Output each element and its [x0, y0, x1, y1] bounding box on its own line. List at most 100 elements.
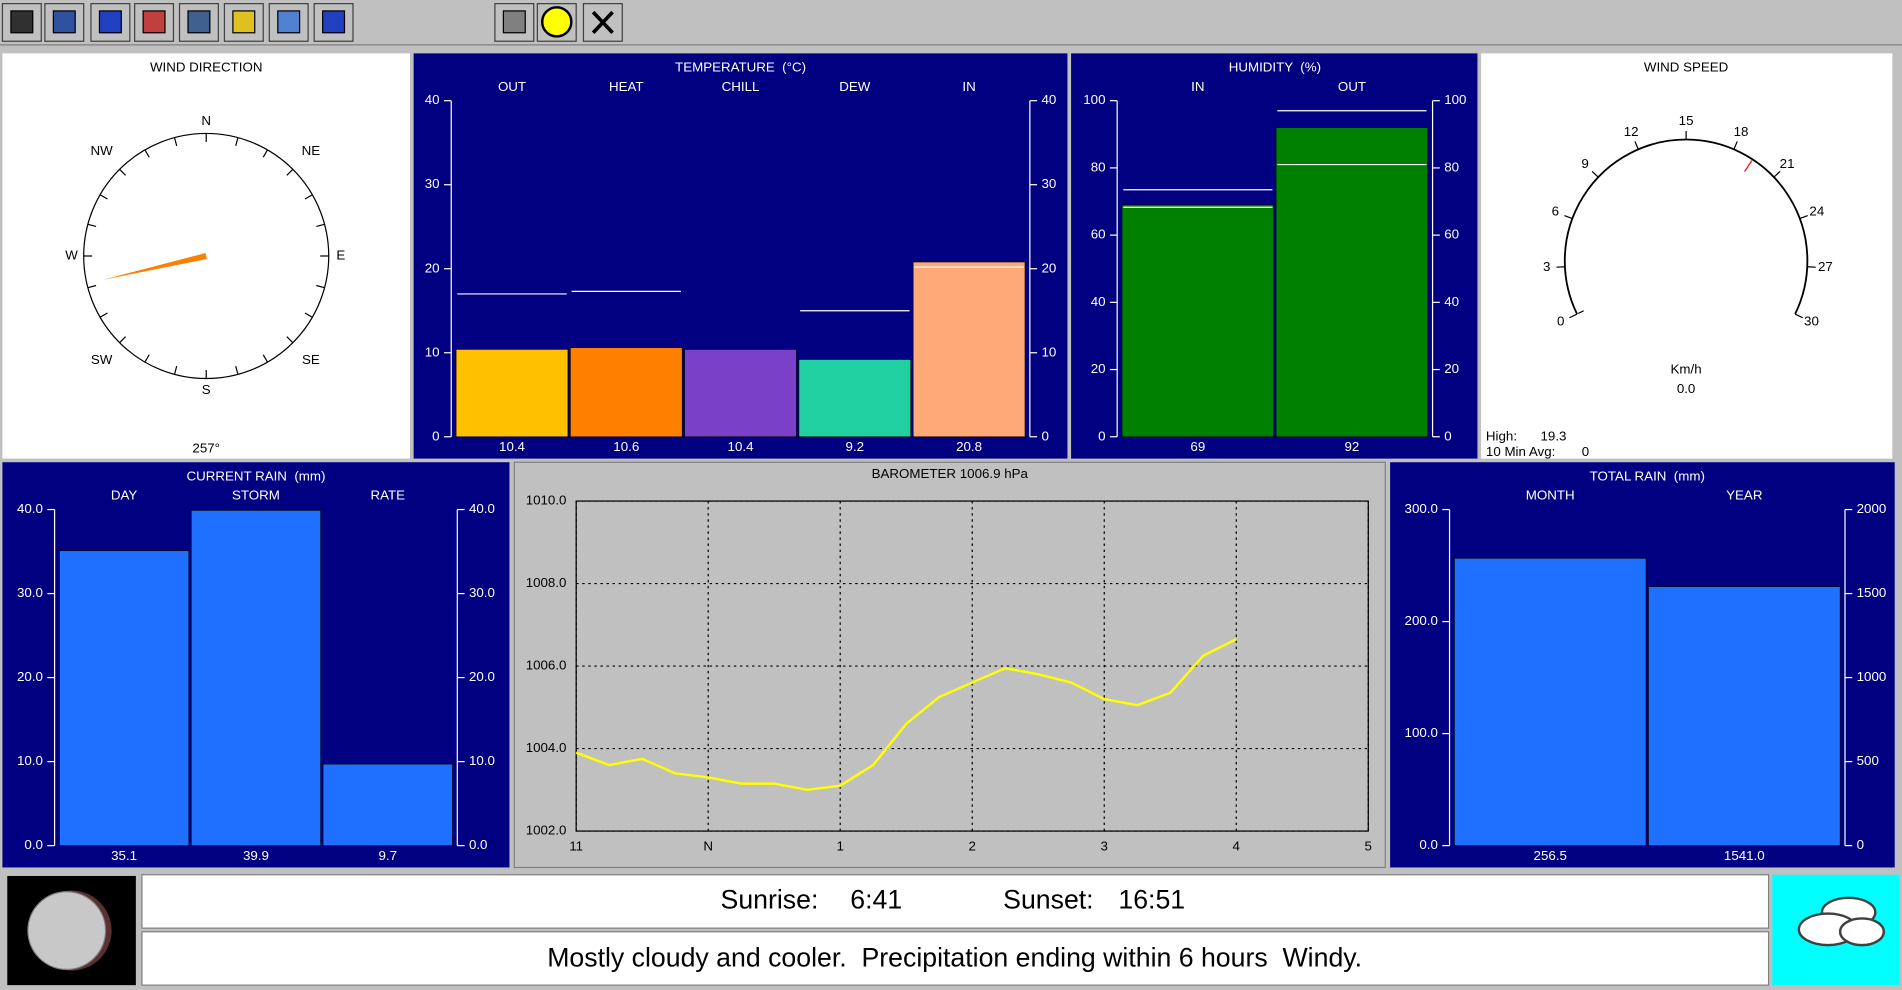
category-label: YEAR: [1726, 488, 1762, 503]
y-tick-label: 200.0: [1405, 613, 1438, 628]
y2-tick-label: 30: [1041, 176, 1056, 191]
y-tick-label: 20: [425, 260, 440, 275]
cloud-icon: [1797, 896, 1886, 947]
gauge-tick: [1799, 215, 1808, 220]
value-label: 39.9: [243, 848, 269, 863]
compass-tick: [144, 149, 150, 158]
y-tick-label: 40.0: [17, 501, 43, 516]
compass-tick: [235, 365, 239, 375]
compass-tick: [286, 336, 294, 344]
y-tick-label: 80: [1091, 159, 1106, 174]
chart-title: HUMIDITY (%): [1229, 59, 1321, 74]
value-label: 9.7: [378, 848, 397, 863]
y2-tick-label: 10: [1041, 344, 1056, 359]
value-label: 10.4: [499, 439, 526, 454]
button-icon: [232, 10, 256, 34]
button-icon: [52, 10, 76, 34]
compass-label: SW: [91, 352, 113, 367]
y-tick-label: 100.0: [1405, 725, 1438, 740]
wind-speed-panel: [1481, 53, 1893, 459]
bar: [912, 261, 1026, 438]
category-label: HEAT: [609, 79, 644, 94]
toolbar-button[interactable]: [90, 3, 131, 42]
y-tick-label: 1008.0: [526, 575, 567, 590]
value-label: 256.5: [1534, 848, 1567, 863]
x-tick-label: 4: [1233, 838, 1241, 853]
compass-label: N: [201, 113, 211, 128]
y2-tick-label: 0: [1444, 428, 1451, 443]
gauge-tick-label: 0: [1557, 314, 1564, 329]
bar: [455, 349, 569, 438]
gauge-tick-label: 30: [1804, 314, 1819, 329]
gauge-tick: [1773, 170, 1781, 178]
y2-tick-label: 500: [1857, 753, 1879, 768]
toolbar-button[interactable]: [536, 3, 577, 42]
y-tick-label: 0: [432, 428, 439, 443]
x-tick-label: 11: [569, 838, 583, 853]
toolbar-button[interactable]: [582, 3, 623, 42]
y-tick-label: 30: [425, 176, 440, 191]
toolbar-button[interactable]: [223, 3, 264, 42]
compass-tick: [119, 336, 127, 344]
toolbar-button[interactable]: [313, 3, 354, 42]
category-label: IN: [1191, 79, 1204, 94]
sun-times-box: [141, 874, 1770, 929]
y2-tick-label: 40: [1041, 92, 1056, 107]
chart-title: BAROMETER 1006.9 hPa: [872, 466, 1029, 481]
y2-tick-label: 20: [1444, 361, 1459, 376]
value-label: 69: [1190, 439, 1205, 454]
y2-tick-label: 20: [1041, 260, 1056, 275]
compass-tick: [316, 284, 325, 289]
button-icon: [277, 10, 301, 34]
gauge-tick-label: 15: [1679, 113, 1694, 128]
chart-title: TOTAL RAIN (mm): [1590, 468, 1705, 483]
wind-needle: [102, 253, 207, 281]
barometer-panel: [513, 461, 1386, 869]
value-label: 92: [1344, 439, 1359, 454]
sunset-label: Sunset:: [1003, 884, 1093, 914]
avg-value: 0: [1582, 444, 1589, 459]
toolbar-button[interactable]: [268, 3, 309, 42]
category-label: OUT: [1338, 79, 1366, 94]
bar: [798, 359, 912, 438]
help-icon: [541, 6, 573, 38]
gauge-tick-label: 3: [1543, 259, 1550, 274]
y2-tick-label: 30.0: [469, 585, 495, 600]
y-tick-label: 30.0: [17, 585, 43, 600]
toolbar-button[interactable]: [178, 3, 219, 42]
y-tick-label: 1006.0: [526, 658, 567, 673]
x-tick-label: N: [703, 838, 713, 853]
bar: [59, 550, 190, 846]
toolbar-button[interactable]: [44, 3, 85, 42]
category-label: OUT: [498, 79, 526, 94]
compass-label: SE: [302, 352, 320, 367]
compass-tick: [87, 223, 97, 228]
chart-title: CURRENT RAIN (mm): [186, 468, 325, 483]
high-label: High:: [1486, 428, 1517, 443]
avg-label: 10 Min Avg:: [1486, 444, 1555, 459]
category-label: CHILL: [722, 79, 760, 94]
value-label: 9.2: [846, 439, 865, 454]
gauge-tick-label: 21: [1780, 156, 1795, 171]
bar: [1275, 127, 1429, 438]
gauge-tick: [1569, 313, 1578, 319]
toolbar-button[interactable]: [134, 3, 175, 42]
sunset: 16:51: [1118, 884, 1185, 914]
button-icon: [98, 10, 122, 34]
toolbar-button[interactable]: [494, 3, 535, 42]
category-label: DEW: [839, 79, 871, 94]
y2-tick-label: 0: [1857, 837, 1864, 852]
gauge-tick: [1634, 141, 1639, 150]
sunrise-label: Sunrise:: [721, 884, 819, 914]
button-icon: [10, 10, 34, 34]
category-label: MONTH: [1526, 488, 1575, 503]
toolbar-button[interactable]: [1, 3, 42, 42]
y-tick-label: 40: [425, 92, 440, 107]
value-label: 20.8: [956, 439, 982, 454]
value-label: 10.6: [613, 439, 639, 454]
value-label: 35.1: [111, 848, 137, 863]
compass-tick: [99, 194, 108, 200]
gauge-tick-label: 18: [1734, 124, 1749, 139]
y2-tick-label: 40: [1444, 294, 1459, 309]
